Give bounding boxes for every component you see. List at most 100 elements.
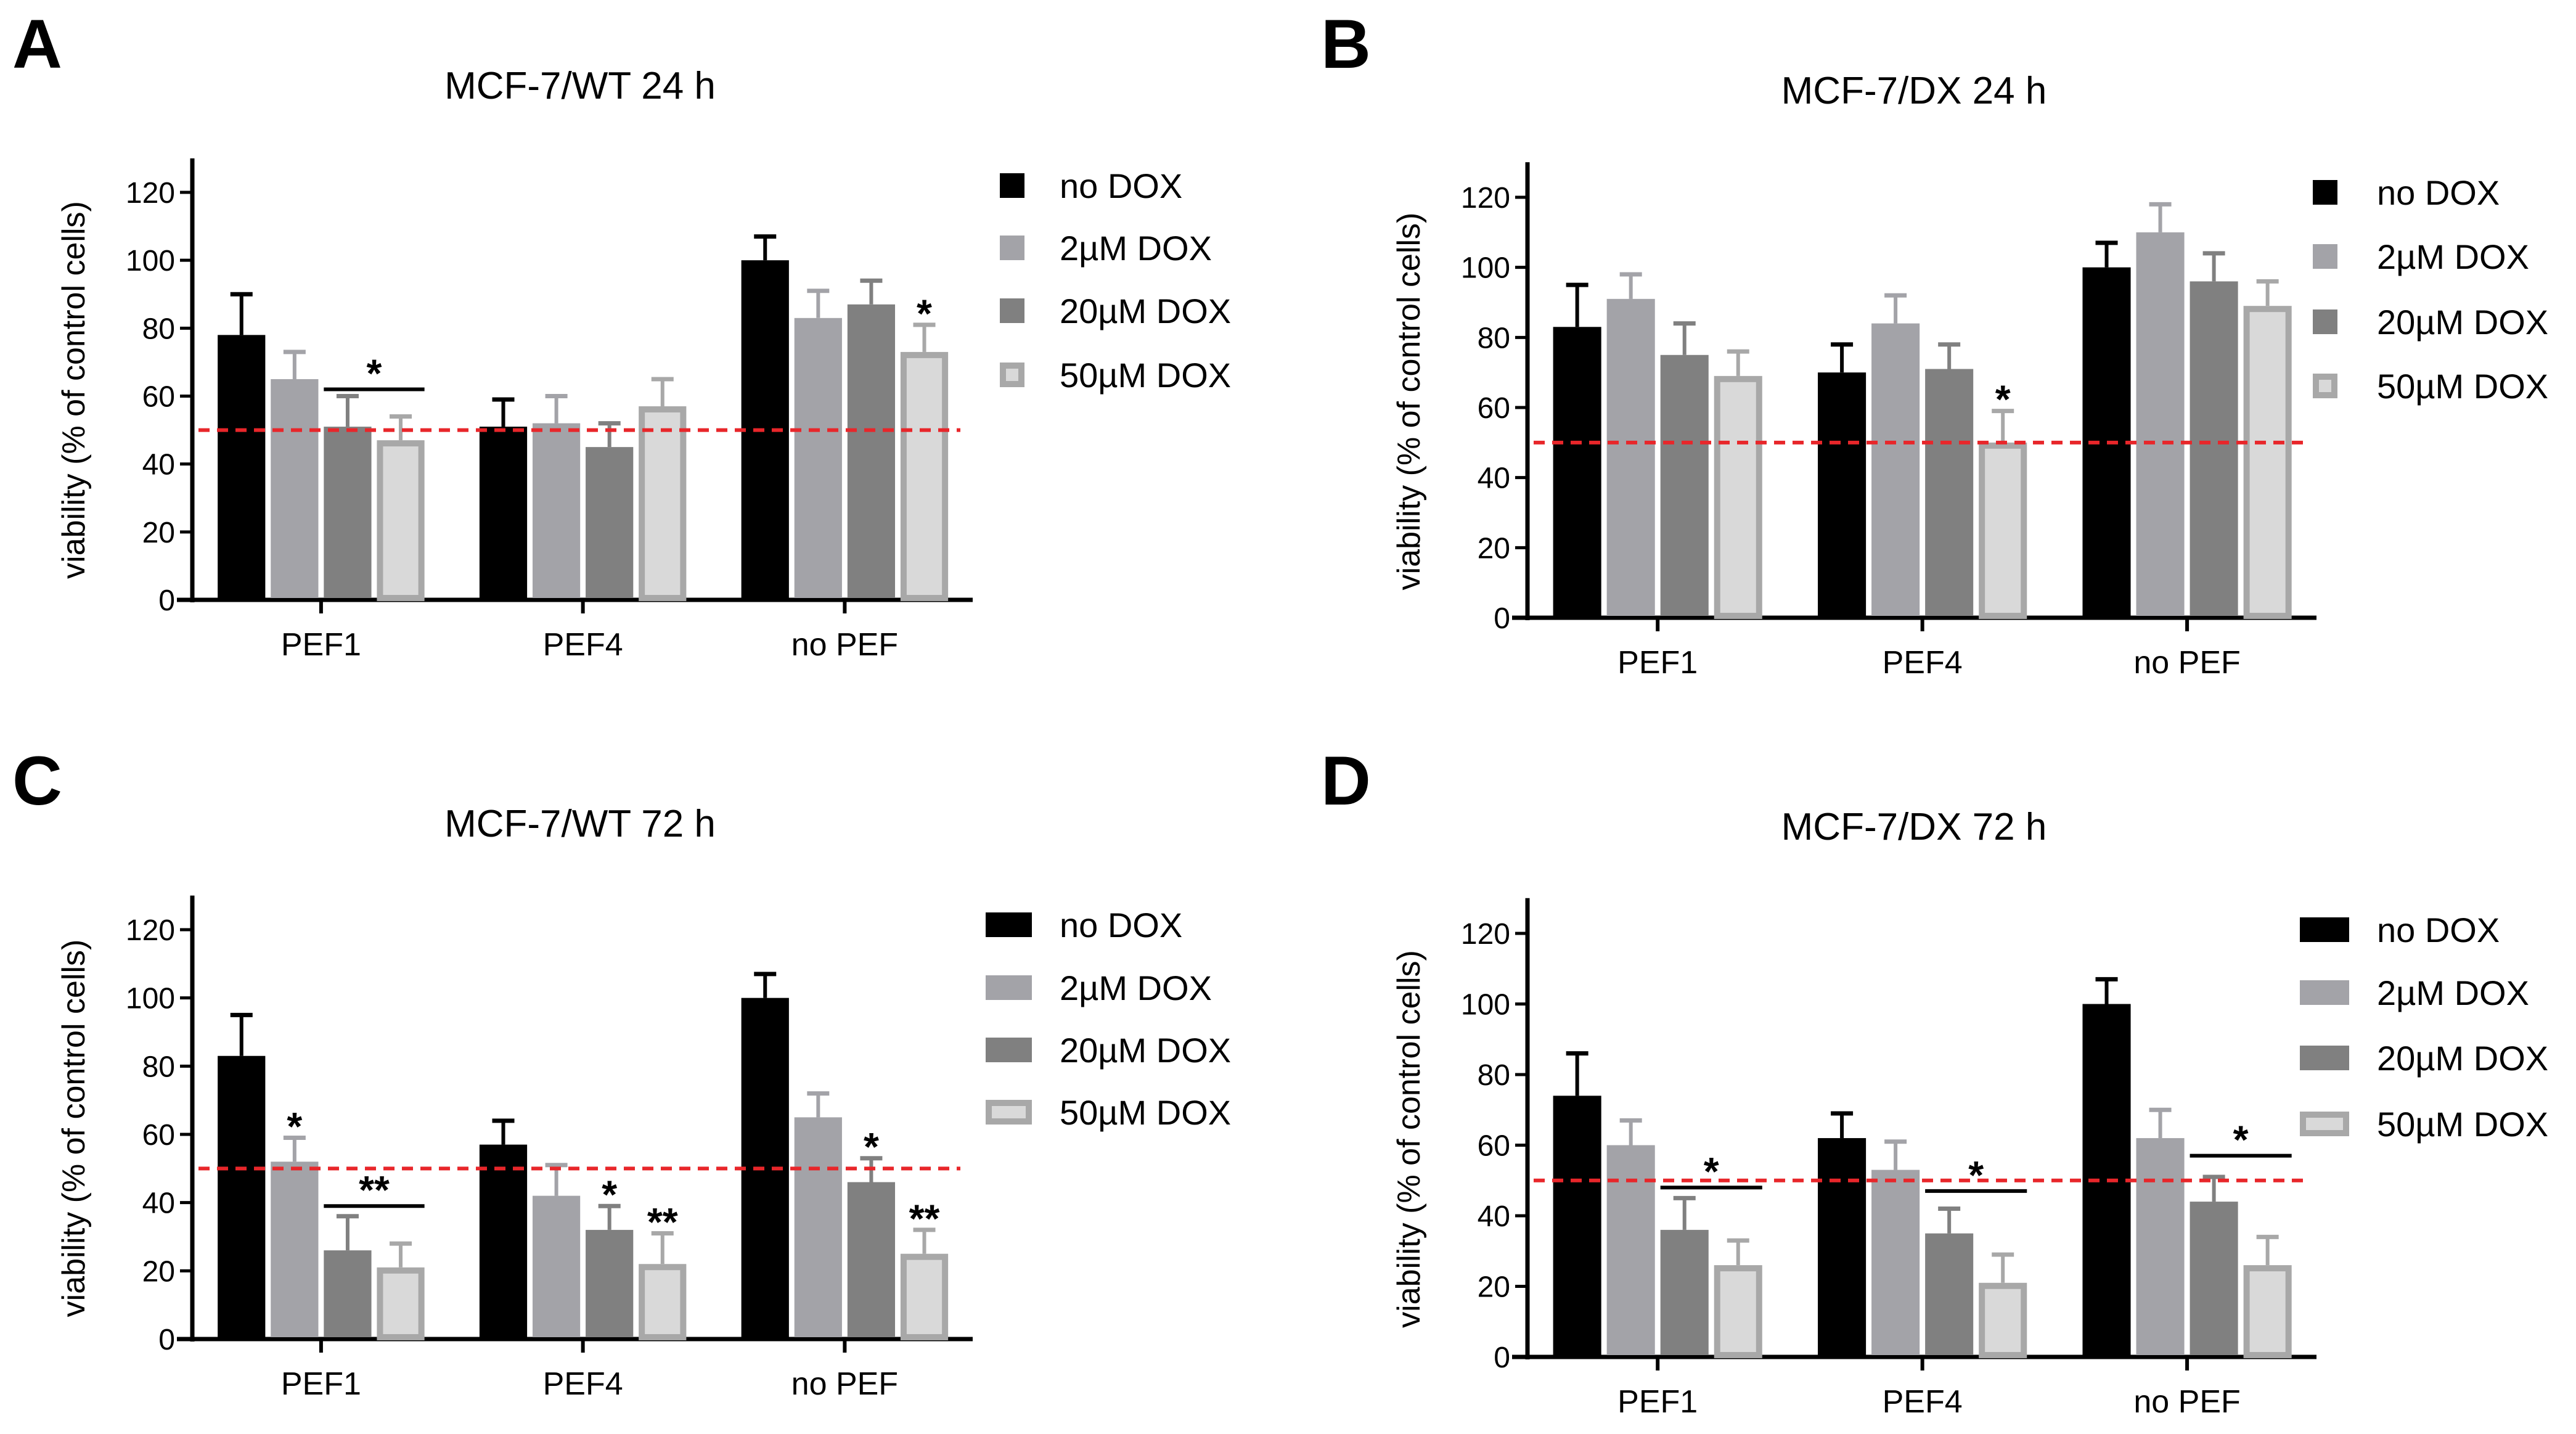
legend-swatch — [2313, 244, 2337, 269]
significance-marker: * — [2233, 1118, 2249, 1162]
legend-swatch — [986, 975, 1032, 1000]
bar-50-m-dox — [1714, 1265, 1762, 1358]
chart-title: MCF-7/DX 72 h — [1781, 806, 2047, 848]
bar-20-m-dox — [847, 304, 896, 598]
legend-swatch — [986, 1100, 1032, 1125]
x-tick-label: PEF4 — [1883, 1384, 1963, 1420]
legend: no DOX 2µM DOX 20µM DOX 50µM DOX — [986, 906, 1231, 1132]
panel-A: A MCF-7/WT 24 h viability (% of control ce… — [12, 6, 1231, 663]
significance-marker: * — [1968, 1153, 1984, 1197]
x-tick-label: PEF4 — [1883, 645, 1963, 681]
legend-label: 20µM DOX — [2377, 1039, 2548, 1078]
panel-D: D MCF-7/DX 72 h viability (% of control ce… — [1321, 742, 2548, 1420]
bar-no-dox — [1553, 1096, 1601, 1355]
bar-20-m-dox — [1925, 369, 1974, 616]
bar-no-dox — [218, 1055, 266, 1337]
y-tick-label: 40 — [1478, 462, 1510, 495]
y-tick-label: 80 — [1478, 322, 1510, 354]
legend-swatch — [2300, 1112, 2349, 1136]
bar-50-m-dox — [2243, 1265, 2292, 1358]
y-tick-label: 20 — [1478, 532, 1510, 565]
y-tick-label: 60 — [1478, 1130, 1510, 1163]
y-tick-label: 120 — [1461, 182, 1510, 215]
panel-letter: A — [12, 6, 62, 83]
bar-20-m-dox — [1925, 1233, 1974, 1355]
significance-marker: * — [917, 291, 932, 335]
bar-50-m-dox — [639, 1264, 687, 1340]
legend-label: 20µM DOX — [2377, 303, 2548, 342]
y-axis-label: viability (% of control cells) — [1391, 950, 1427, 1328]
significance-marker: * — [864, 1125, 879, 1169]
legend-label: 2µM DOX — [1060, 229, 1212, 268]
significance-marker: ** — [647, 1200, 678, 1244]
y-tick-label: 20 — [142, 517, 175, 549]
bar-50-m-dox — [377, 1267, 425, 1341]
y-tick-label: 40 — [142, 449, 175, 481]
significance-marker: * — [287, 1104, 302, 1149]
y-tick-label: 120 — [1461, 918, 1510, 951]
y-tick-label: 100 — [126, 245, 175, 277]
legend-swatch — [986, 912, 1032, 937]
y-tick-label: 0 — [158, 1324, 175, 1356]
legend-label: no DOX — [2377, 911, 2500, 949]
bar-no-dox — [1818, 1138, 1867, 1355]
legend-label: 50µM DOX — [1060, 1093, 1231, 1132]
bar-2-m-dox — [1871, 323, 1920, 616]
bar-20-m-dox — [2190, 1202, 2238, 1355]
y-tick-label: 0 — [158, 584, 175, 617]
panel-letter: D — [1321, 742, 1371, 819]
legend: no DOX 2µM DOX 20µM DOX 50µM DOX — [1000, 166, 1231, 395]
x-tick-label: PEF4 — [543, 627, 623, 663]
chart-title: MCF-7/WT 72 h — [444, 803, 716, 845]
y-tick-label: 60 — [142, 1119, 175, 1152]
y-tick-label: 60 — [142, 381, 175, 414]
chart-title: MCF-7/DX 24 h — [1781, 70, 2047, 112]
bar-no-dox — [1553, 327, 1601, 616]
bar-20-m-dox — [586, 447, 634, 598]
legend-label: 2µM DOX — [2377, 973, 2529, 1012]
y-tick-label: 0 — [1494, 602, 1510, 635]
bar-20-m-dox — [1660, 354, 1709, 616]
significance-marker: * — [1995, 377, 2011, 422]
x-tick-label: PEF1 — [1617, 1384, 1698, 1420]
legend-swatch — [2313, 309, 2337, 334]
legend-swatch — [2300, 980, 2349, 1005]
panel-letter: B — [1321, 6, 1371, 83]
legend-label: 50µM DOX — [2377, 1105, 2548, 1144]
legend-label: 20µM DOX — [1060, 292, 1231, 330]
legend-swatch — [2300, 1046, 2349, 1070]
bar-50-m-dox — [2243, 306, 2292, 619]
legend: no DOX 2µM DOX 20µM DOX 50µM DOX — [2300, 911, 2548, 1144]
bar-no-dox — [479, 1144, 528, 1337]
bar-2-m-dox — [1606, 298, 1655, 617]
bar-2-m-dox — [2136, 232, 2185, 616]
bar-no-dox — [1818, 372, 1867, 616]
y-tick-label: 100 — [1461, 252, 1510, 285]
bar-50-m-dox — [639, 406, 687, 602]
y-tick-label: 40 — [142, 1187, 175, 1220]
bar-2-m-dox — [532, 1195, 581, 1337]
bar-50-m-dox — [900, 1253, 949, 1340]
bar-20-m-dox — [2190, 281, 2238, 616]
x-tick-label: PEF4 — [543, 1366, 623, 1402]
bar-50-m-dox — [1979, 442, 2027, 619]
y-axis-label: viability (% of control cells) — [56, 201, 92, 579]
y-tick-label: 80 — [142, 1051, 175, 1083]
bar-50-m-dox — [377, 440, 425, 601]
significance-marker: ** — [359, 1168, 390, 1212]
chart-title: MCF-7/WT 24 h — [444, 65, 716, 107]
significance-marker: * — [1704, 1149, 1719, 1194]
legend-label: 2µM DOX — [2377, 237, 2529, 276]
y-tick-label: 80 — [1478, 1059, 1510, 1092]
legend-swatch — [1000, 236, 1024, 260]
legend-label: no DOX — [1060, 166, 1182, 205]
bar-20-m-dox — [324, 427, 372, 598]
y-tick-label: 40 — [1478, 1200, 1510, 1233]
legend-swatch — [1000, 363, 1024, 387]
legend-swatch — [1000, 173, 1024, 198]
panel-C: C MCF-7/WT 72 h viability (% of control ce… — [12, 742, 1231, 1402]
legend-label: 50µM DOX — [2377, 367, 2548, 406]
panel-B: B MCF-7/DX 24 h viability (% of control ce… — [1321, 6, 2548, 681]
bar-2-m-dox — [271, 379, 319, 598]
y-tick-label: 80 — [142, 313, 175, 345]
